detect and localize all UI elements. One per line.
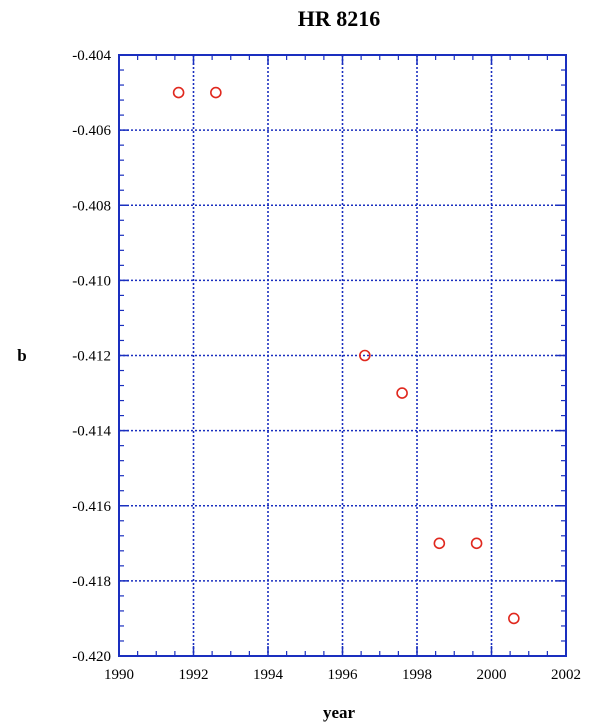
y-axis-label: b xyxy=(17,346,26,365)
data-points xyxy=(172,86,520,625)
y-tick-labels: -0.420 -0.418 -0.416 -0.414 -0.412 -0.410 -0.4… xyxy=(72,48,111,665)
x-tick-label: 1992 xyxy=(179,667,209,683)
data-point xyxy=(470,537,483,550)
x-tick-label: 1996 xyxy=(328,667,359,683)
x-tick-label: 2000 xyxy=(477,667,507,683)
y-tick-label: -0.420 xyxy=(72,649,111,665)
plot-frame xyxy=(118,54,567,657)
data-point xyxy=(172,86,185,99)
data-point xyxy=(508,612,520,625)
x-axis-label: year xyxy=(323,703,356,722)
chart-title: HR 8216 xyxy=(298,6,381,31)
x-tick-label: 1994 xyxy=(253,667,284,683)
x-tick-label: 2002 xyxy=(551,667,581,683)
y-tick-label: -0.408 xyxy=(72,198,111,214)
y-tick-label: -0.418 xyxy=(72,574,111,590)
x-tick-label: 1990 xyxy=(104,667,134,683)
data-point xyxy=(210,86,222,99)
y-tick-label: -0.404 xyxy=(72,48,111,64)
y-tick-label: -0.414 xyxy=(72,424,111,440)
y-tick-label: -0.410 xyxy=(72,273,111,289)
data-point xyxy=(433,537,446,550)
y-tick-label: -0.406 xyxy=(72,123,111,139)
data-point xyxy=(396,387,408,399)
y-tick-label: -0.412 xyxy=(72,349,111,365)
y-tick-label: -0.416 xyxy=(72,499,111,515)
data-point xyxy=(359,349,371,362)
grid-lines xyxy=(119,55,566,656)
x-tick-labels: 1990 1992 1994 1996 1998 2000 2002 xyxy=(104,667,581,683)
x-tick-label: 1998 xyxy=(402,667,432,683)
